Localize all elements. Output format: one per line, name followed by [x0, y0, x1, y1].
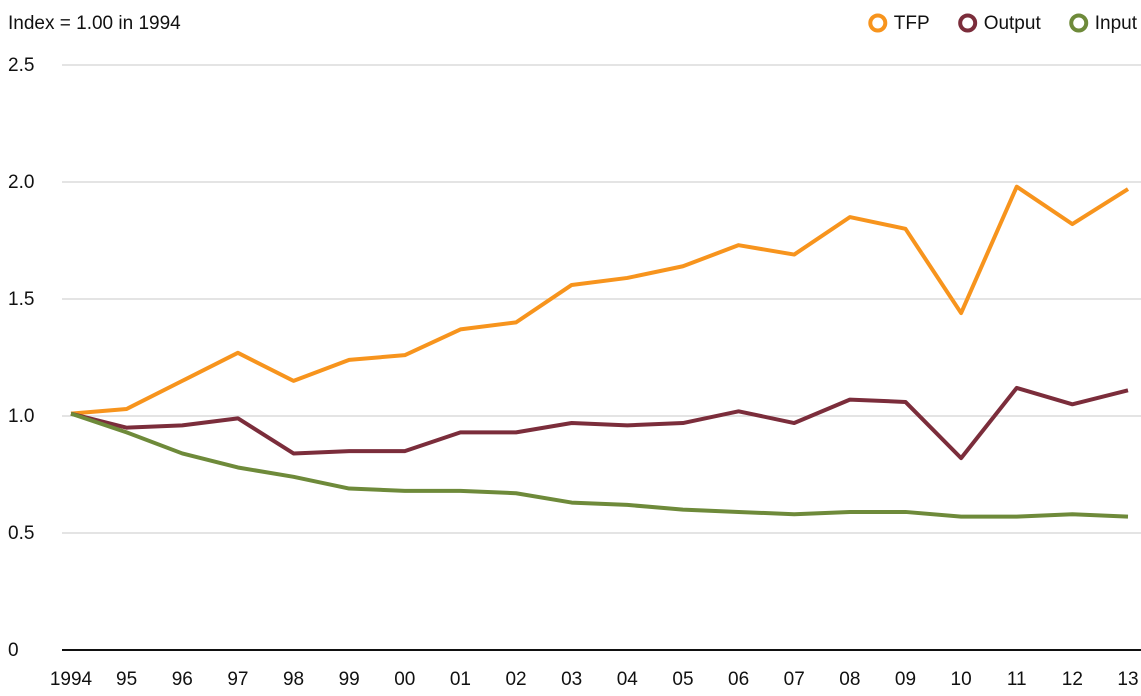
x-tick-label: 01: [450, 669, 471, 690]
y-tick-label: 0.5: [8, 523, 34, 544]
x-tick-label: 02: [505, 669, 526, 690]
x-tick-label: 98: [283, 669, 304, 690]
x-tick-label: 06: [728, 669, 749, 690]
y-tick-label: 2.0: [8, 172, 34, 193]
legend-marker: [1069, 13, 1089, 33]
x-tick-label: 08: [839, 669, 860, 690]
x-tick-label: 12: [1062, 669, 1083, 690]
x-tick-label: 96: [172, 669, 193, 690]
x-tick-label: 00: [394, 669, 415, 690]
data-line: [70, 411, 1129, 519]
y-tick-label: 1.5: [8, 289, 34, 310]
x-tick-label: 03: [561, 669, 582, 690]
x-tick-label: 05: [672, 669, 693, 690]
y-tick-label: 0: [8, 640, 19, 661]
x-tick-label: 95: [116, 669, 137, 690]
x-tick-label: 10: [951, 669, 972, 690]
chart-subtitle: Index = 1.00 in 1994: [8, 13, 181, 34]
data-line: [70, 184, 1130, 416]
x-tick-label: 04: [617, 669, 639, 690]
x-tick-label: 09: [895, 669, 916, 690]
x-tick-label: 11: [1007, 669, 1027, 690]
legend-marker: [958, 13, 978, 33]
x-tick-label: 1994: [50, 669, 93, 690]
y-tick-label: 1.0: [8, 406, 34, 427]
legend-label: TFP: [894, 13, 930, 34]
x-tick-label: 99: [339, 669, 360, 690]
y-tick-label: 2.5: [8, 55, 34, 76]
x-tick-label: 13: [1117, 669, 1138, 690]
legend-marker: [868, 13, 888, 33]
x-tick-label: 07: [784, 669, 805, 690]
legend-label: Input: [1095, 13, 1138, 34]
x-tick-label: 97: [227, 669, 248, 690]
data-line: [70, 385, 1129, 461]
legend-label: Output: [984, 13, 1042, 34]
